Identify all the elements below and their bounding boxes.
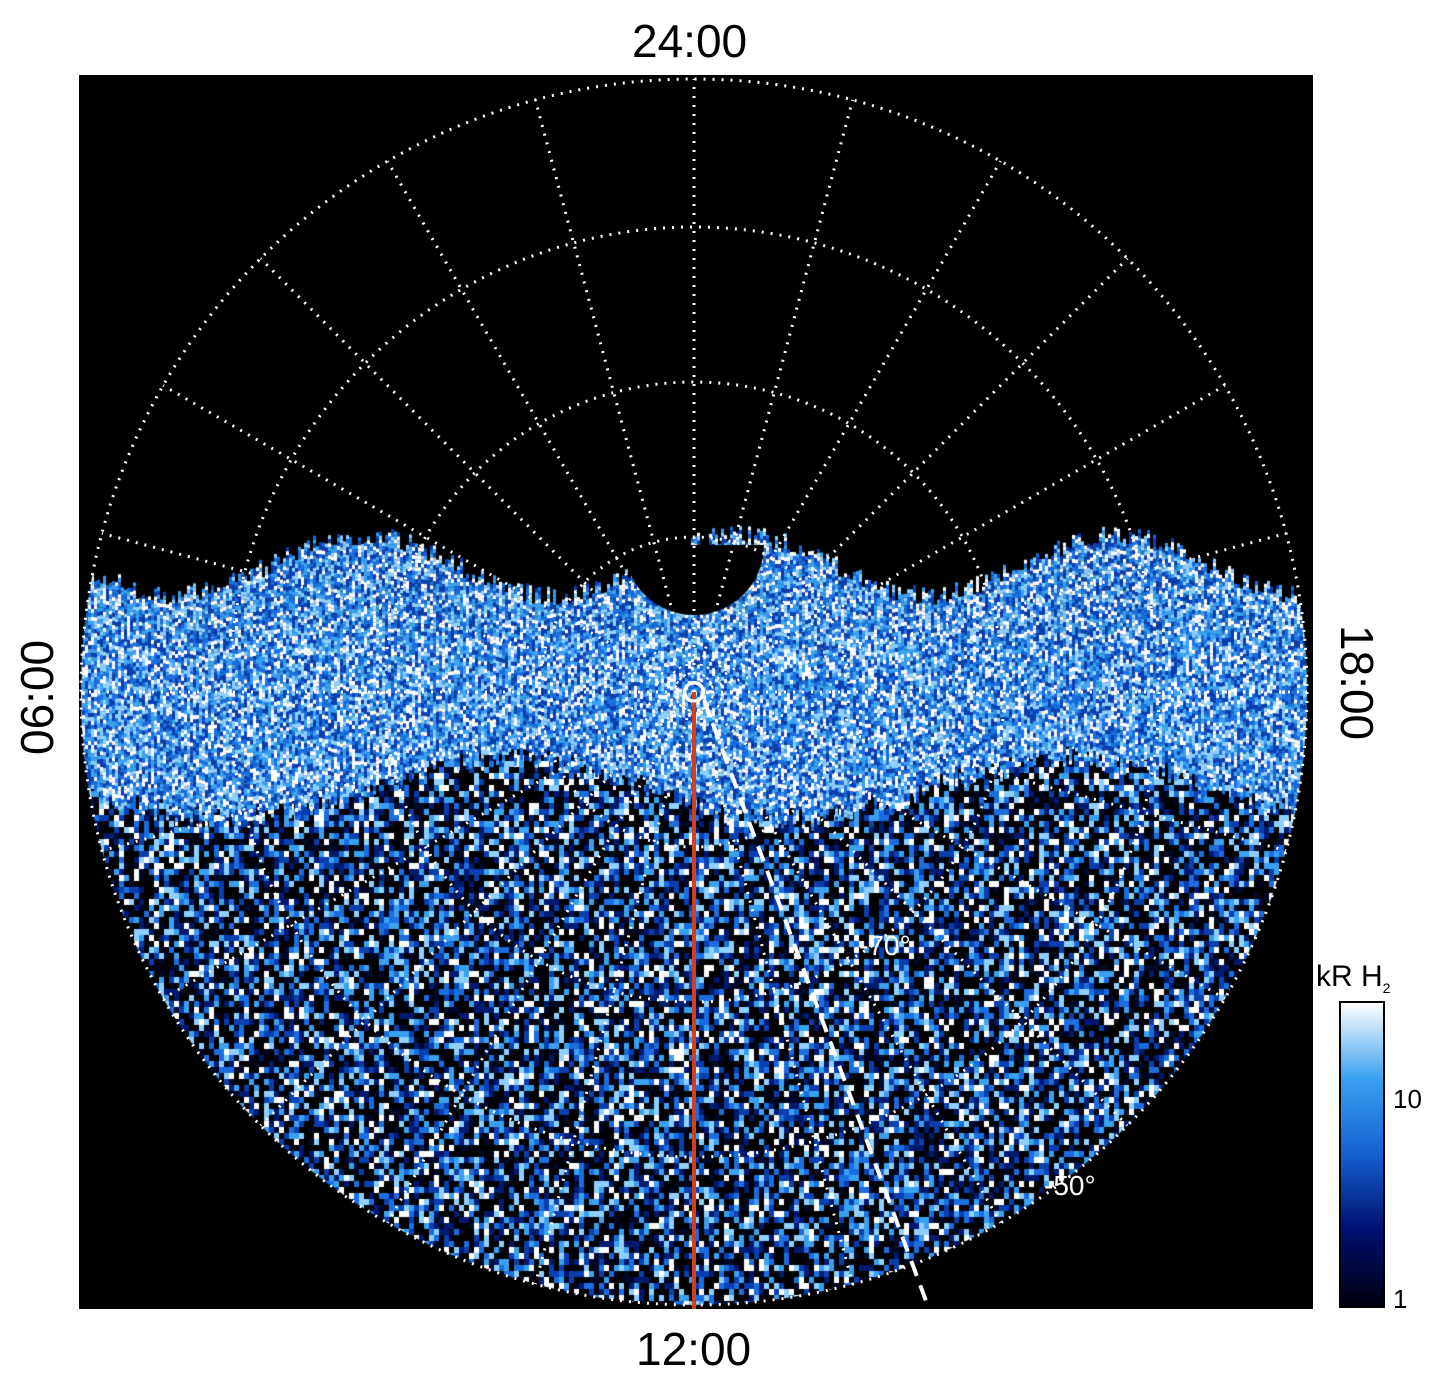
longitude-spoke [259,257,696,694]
longitude-spoke [692,99,855,693]
colorbar-tick-10: 10 [1393,1084,1422,1114]
colorbar [1339,1001,1385,1308]
longitude-spoke [692,690,1129,1127]
longitude-spoke [533,691,696,1285]
polar-aurora-image: -70° -50° [79,75,1313,1309]
longitude-spoke [692,257,1129,694]
longitude-spoke [692,160,1002,693]
longitude-spoke [692,691,1002,1224]
longitude-spoke [162,384,695,694]
longitude-spoke [533,99,696,693]
axis-label-top: 24:00 [632,15,748,67]
axis-label-right: 18:00 [1331,625,1383,741]
axis-label-bottom: 12:00 [636,1323,752,1375]
longitude-spoke [692,691,855,1285]
longitude-spoke [693,384,1226,694]
longitude-spoke [259,690,696,1127]
longitude-spoke [162,690,695,1000]
longitude-spoke [693,690,1226,1000]
longitude-spoke [693,690,1287,853]
dashed-latitude-line [702,699,931,1309]
colorbar-tick-1: 1 [1393,1284,1408,1314]
longitude-spoke [693,531,1287,694]
longitude-spoke [101,690,695,853]
latitude-label-50: -50° [1044,1170,1096,1201]
longitude-spoke [386,160,696,693]
longitude-spoke [101,531,695,694]
pole-marker [683,681,705,703]
axis-label-left: 06:00 [11,639,63,755]
longitude-spoke [386,691,696,1224]
polar-grid: -70° -50° [79,77,1309,1309]
latitude-label-70: -70° [859,930,911,961]
colorbar-title: kR H2 [1316,960,1391,996]
